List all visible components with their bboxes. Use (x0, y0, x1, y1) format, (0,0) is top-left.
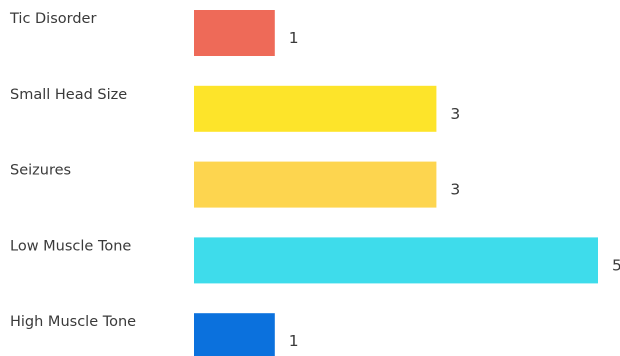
category-label: High Muscle Tone (10, 314, 136, 330)
value-label: 3 (450, 181, 460, 199)
bar (194, 10, 275, 56)
bar-row: Small Head Size 3 (10, 85, 460, 132)
value-label: 1 (289, 332, 299, 350)
value-label: 5 (612, 256, 620, 274)
bar-row: High Muscle Tone 1 (10, 313, 299, 356)
category-label: Low Muscle Tone (10, 238, 131, 254)
bar (194, 237, 598, 284)
category-label: Small Head Size (10, 87, 127, 103)
category-label: Tic Disorder (9, 11, 96, 27)
value-label: 3 (450, 105, 460, 123)
bar-row: Tic Disorder 1 (9, 10, 299, 56)
bar (194, 313, 275, 356)
bar-row: Low Muscle Tone 5 (10, 237, 620, 284)
bar-row: Seizures 3 (10, 161, 460, 208)
bar (194, 85, 437, 132)
bar (194, 161, 437, 208)
value-label: 1 (289, 29, 299, 47)
category-label: Seizures (10, 163, 71, 179)
